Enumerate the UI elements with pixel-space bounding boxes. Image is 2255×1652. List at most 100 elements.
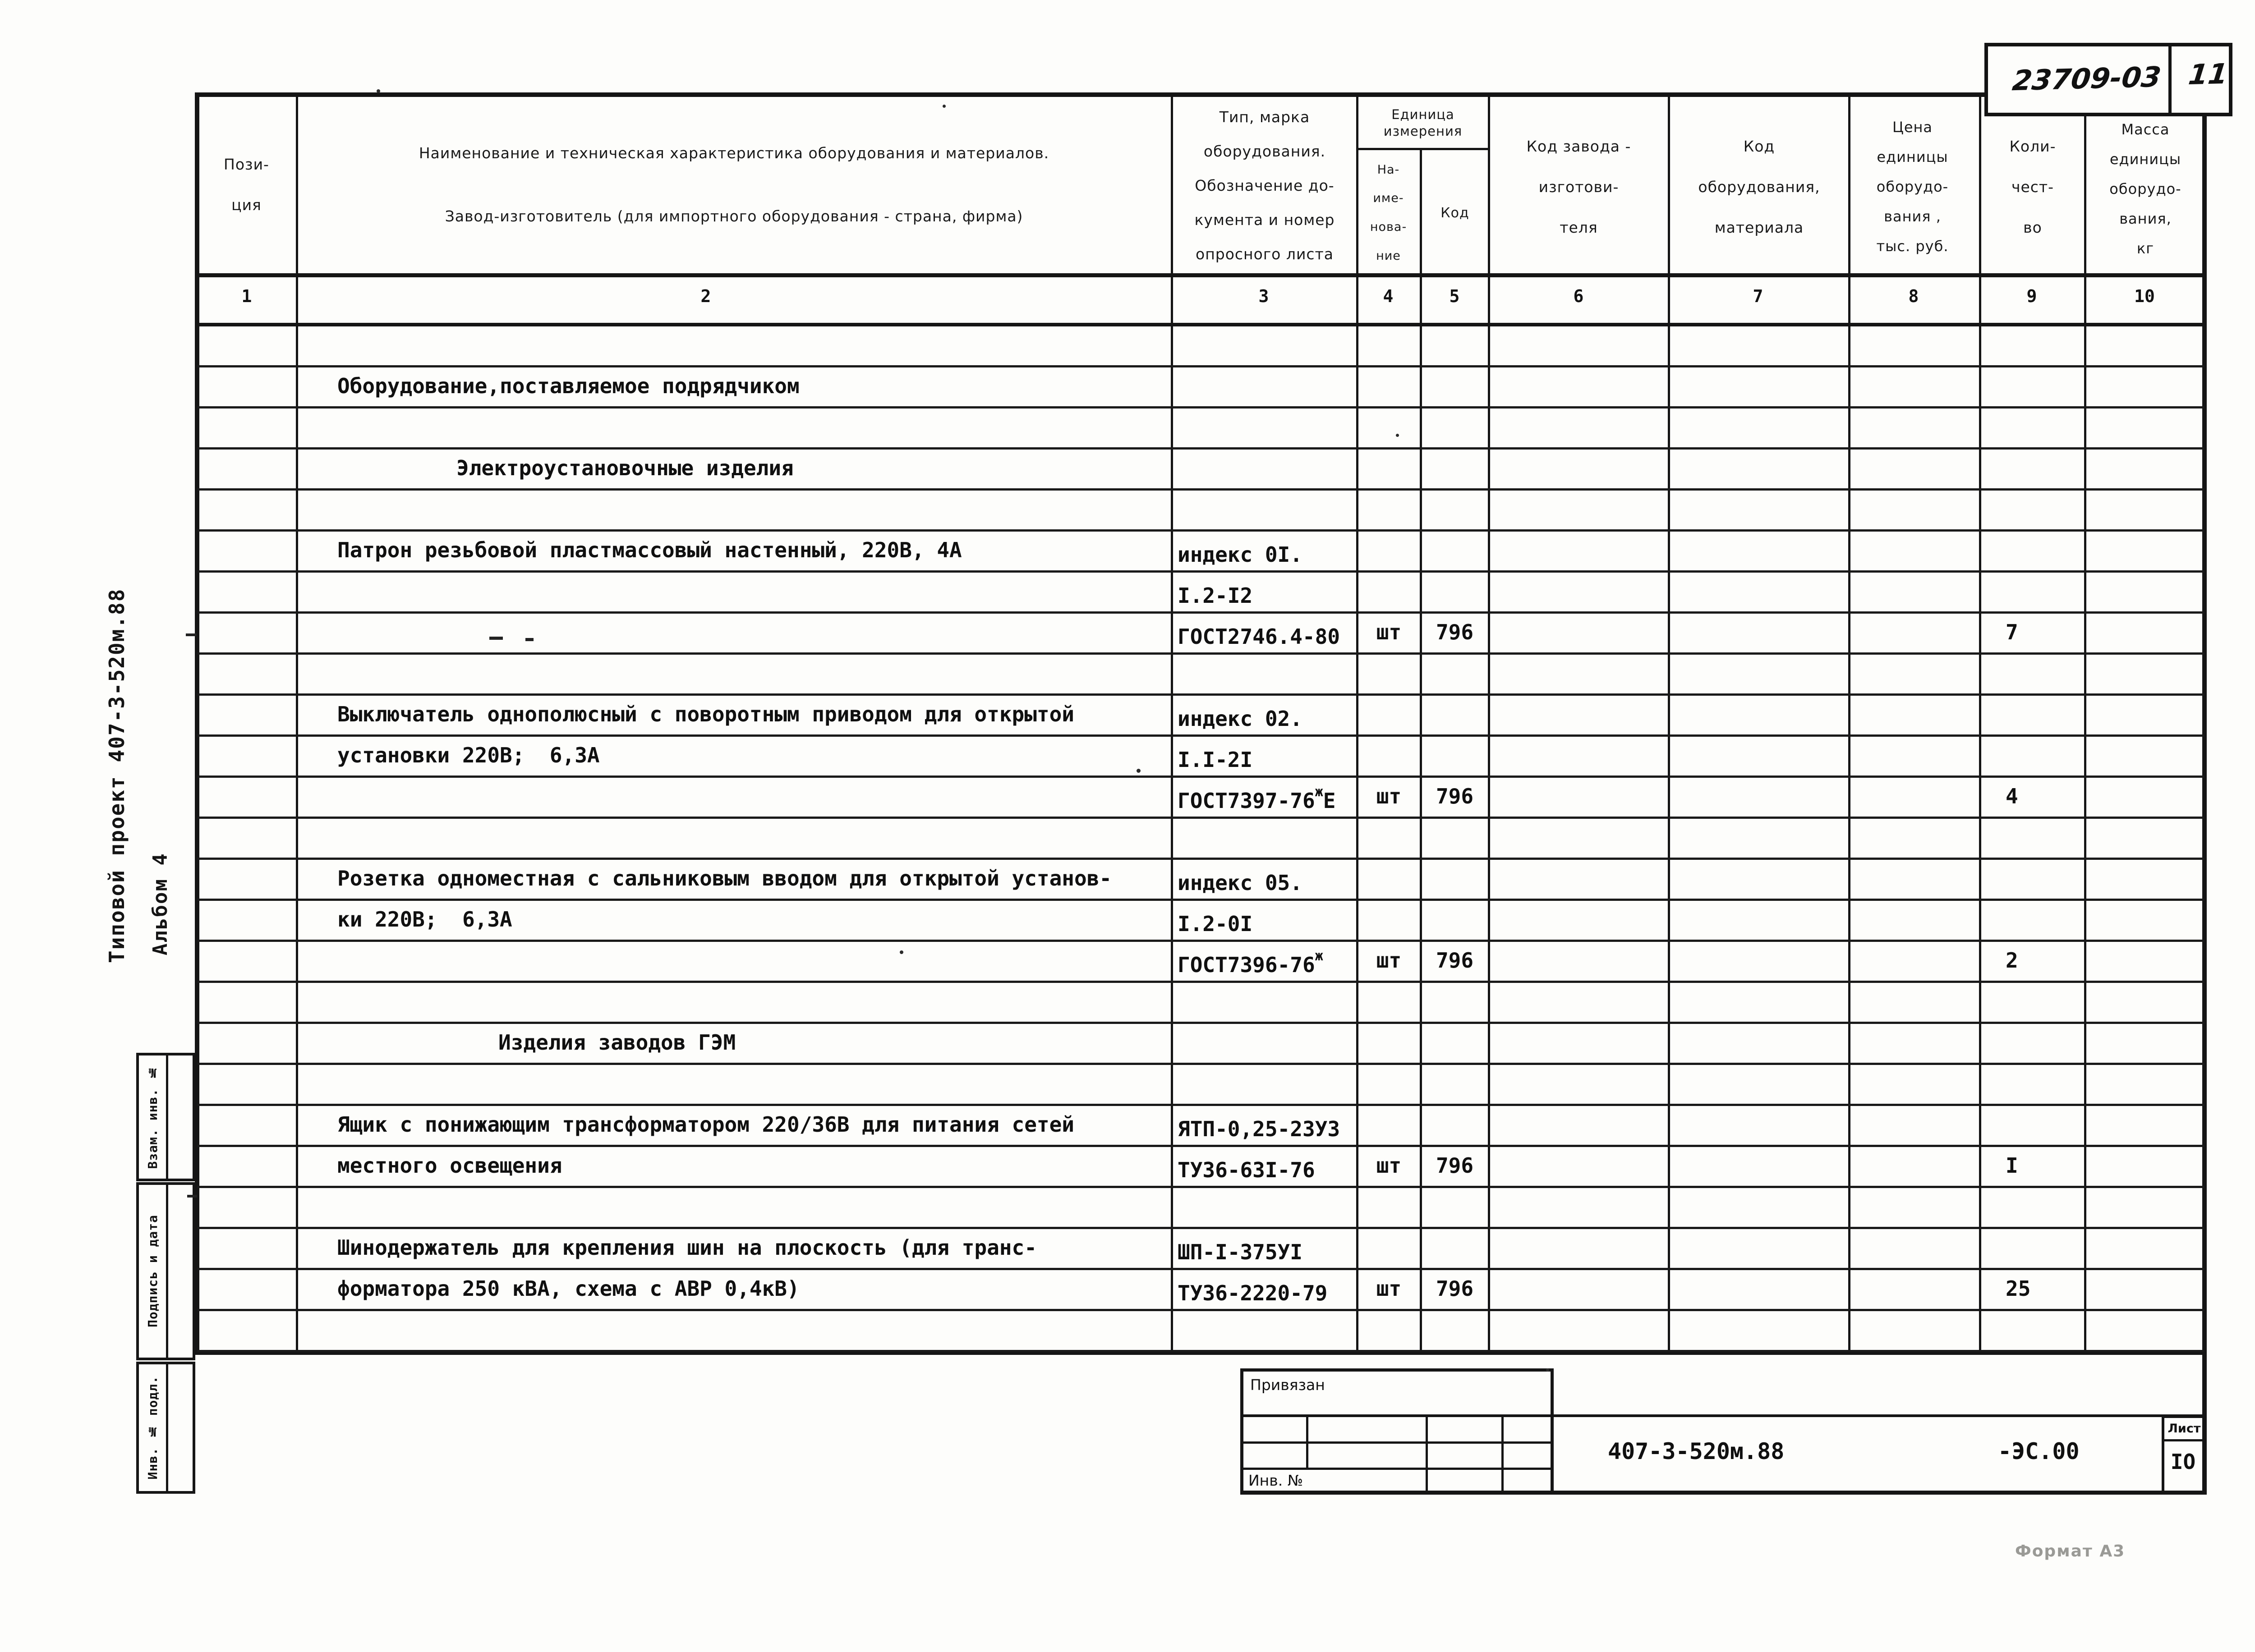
cell-name: Розетка одноместная с сальниковым вводом…: [337, 866, 1112, 890]
table-row: I.2-I2: [197, 573, 2204, 614]
col-line-4-5: [1420, 149, 1422, 1353]
table-border-right: [2202, 92, 2207, 1355]
table-row: местного освещения ТУ36-63I-76 шт 796 I: [197, 1147, 2204, 1188]
header-price-line1: Цена: [1892, 119, 1933, 136]
colnum-9: 9: [2026, 286, 2037, 306]
stamp-podpis-data-label: Подпись и дата: [145, 1215, 160, 1328]
table-row: [197, 491, 2204, 532]
side-album-title: Альбом 4: [149, 853, 172, 955]
titleblock-row-line-2: [1240, 1441, 1554, 1444]
titleblock-doc-suffix: -ЭС.00: [1998, 1438, 2080, 1464]
titleblock-vline-b: [1426, 1416, 1428, 1494]
colnum-6: 6: [1573, 286, 1584, 306]
cell-type-mark-text: индекс 0I.: [1178, 542, 1302, 567]
cell-name: Оборудование,поставляемое подрядчиком: [337, 374, 800, 398]
table-row: [197, 983, 2204, 1024]
scan-noise-dot: [1546, 1368, 1549, 1372]
cell-type-mark-text: ШП-I-375УI: [1178, 1240, 1302, 1264]
stamp-podpis-data-label-cell: Подпись и дата: [139, 1185, 168, 1358]
colnum-7: 7: [1753, 286, 1763, 306]
cell-unit-name: шт: [1376, 784, 1402, 808]
titleblock-vline-c: [1501, 1416, 1504, 1494]
header-bottom-rule: [197, 273, 2204, 277]
header-naimenovanie-line2: Завод-изготовитель (для импортного обору…: [445, 207, 1023, 225]
header-unitname-line3: нова-: [1370, 220, 1407, 234]
cell-type-mark: ШП-I-375УI: [1178, 1235, 1367, 1264]
cell-type-mark-text: I.2-I2: [1178, 583, 1253, 608]
header-col-poziciya: Пози- ция: [197, 97, 296, 273]
cell-quantity: 25: [2006, 1276, 2031, 1301]
header-mass-line2: единицы: [2109, 151, 2181, 168]
scan-noise-dash: [525, 638, 534, 641]
titleblock-row-line-1: [1240, 1414, 2204, 1417]
titleblock-bottom-rule: [1240, 1491, 2207, 1495]
side-project-title: Типовой проект 407-3-520м.88: [105, 588, 129, 963]
header-tip-line4: кумента и номер: [1194, 211, 1335, 229]
header-zavod-line3: теля: [1560, 218, 1598, 236]
table-row: Розетка одноместная с сальниковым вводом…: [197, 860, 2204, 901]
cell-unit-name: шт: [1376, 1276, 1402, 1301]
titleblock-privyazan-label: Привязан: [1250, 1376, 1325, 1394]
cell-unit-name: шт: [1376, 1153, 1402, 1178]
table-row: [197, 1311, 2204, 1352]
table-row: ГОСТ2746.4-80 шт 796 7: [197, 614, 2204, 655]
header-unitname-line1: На-: [1377, 162, 1400, 177]
table-row: [197, 819, 2204, 860]
cell-unit-code: 796: [1436, 1276, 1474, 1301]
colnum-1: 1: [241, 286, 252, 306]
cell-type-mark: ГОСТ2746.4-80: [1178, 620, 1367, 649]
header-mass-line5: кг: [2136, 240, 2154, 257]
cell-type-mark-tail: Е: [1323, 789, 1336, 813]
stamp-vzam-inv-label: Взам. инв. №: [145, 1065, 160, 1169]
titleblock-sheet-label-box: Лист: [2162, 1416, 2207, 1441]
col-line-8-9: [1979, 95, 1981, 1353]
header-tip-line1: Тип, марка: [1219, 108, 1310, 126]
colnum-4: 4: [1383, 286, 1394, 306]
format-note: Формат А3: [2015, 1542, 2126, 1560]
col-line-5-6: [1488, 95, 1490, 1353]
stamp-inv-podl: Инв. № подл.: [136, 1362, 195, 1494]
header-poziciya-line2: ция: [231, 196, 262, 214]
header-mass-line4: вания,: [2119, 210, 2172, 228]
cell-unit-name: шт: [1376, 948, 1402, 973]
header-qty-line3: во: [2023, 218, 2042, 236]
colnum-5: 5: [1449, 286, 1460, 306]
header-price-line4: вания ,: [1884, 208, 1941, 225]
header-mass-line3: оборудо-: [2109, 180, 2181, 198]
titleblock-vline-a: [1306, 1416, 1308, 1469]
header-col-equip-code: Код оборудования, материала: [1670, 126, 1848, 248]
cell-type-mark: I.2-I2: [1178, 579, 1367, 608]
cell-type-mark-superscript: ж: [1315, 784, 1323, 800]
col-line-9-10: [2084, 95, 2086, 1353]
scan-noise-dash: [187, 1195, 197, 1198]
stamp-inv-podl-label-cell: Инв. № подл.: [139, 1364, 168, 1491]
stamp-vzam-inv-label-cell: Взам. инв. №: [139, 1055, 168, 1179]
cell-type-mark-text: I.I-2I: [1178, 748, 1253, 772]
cell-name: Ящик с понижающим трансформатором 220/36…: [337, 1112, 1074, 1137]
cell-unit-code: 796: [1436, 620, 1474, 644]
cell-name: Патрон резьбовой пластмассовый настенный…: [337, 538, 962, 562]
header-tip-line3: Обозначение до-: [1195, 176, 1335, 194]
cell-type-mark: индекс 05.: [1178, 866, 1367, 895]
handwritten-page-number: 11: [2186, 57, 2230, 92]
header-equipcode-line1: Код: [1743, 137, 1775, 155]
titleblock-inv-label: Инв. №: [1248, 1472, 1303, 1489]
handwritten-stamp-box: 23709-03 11: [1984, 43, 2232, 116]
table-row: ки 220В; 6,3А I.2-0I: [197, 901, 2204, 942]
cell-type-mark-text: индекс 05.: [1178, 871, 1302, 895]
table-row: Оборудование,поставляемое подрядчиком: [197, 367, 2204, 408]
header-col-tip-marka: Тип, марка оборудования. Обозначение до-…: [1173, 100, 1356, 271]
cell-name: Изделия заводов ГЭМ: [498, 1030, 736, 1055]
table-body: Оборудование,поставляемое подрядчиком Эл…: [197, 326, 2204, 1352]
cell-quantity: 4: [2006, 784, 2018, 808]
header-mass-line1: Масса: [2121, 121, 2170, 138]
cell-name: Выключатель однополюсный с поворотным пр…: [337, 702, 1074, 726]
header-poziciya-line1: Пози-: [224, 155, 269, 173]
header-unitname-line2: име-: [1373, 191, 1404, 206]
cell-name: установки 220В; 6,3А: [337, 743, 600, 767]
table-row: [197, 1188, 2204, 1229]
table-row: [197, 408, 2204, 450]
number-row-bottom-rule: [197, 323, 2204, 326]
scan-noise-dot: [1396, 434, 1399, 437]
header-col-zavod-code: Код завода - изготови- теля: [1490, 126, 1668, 248]
